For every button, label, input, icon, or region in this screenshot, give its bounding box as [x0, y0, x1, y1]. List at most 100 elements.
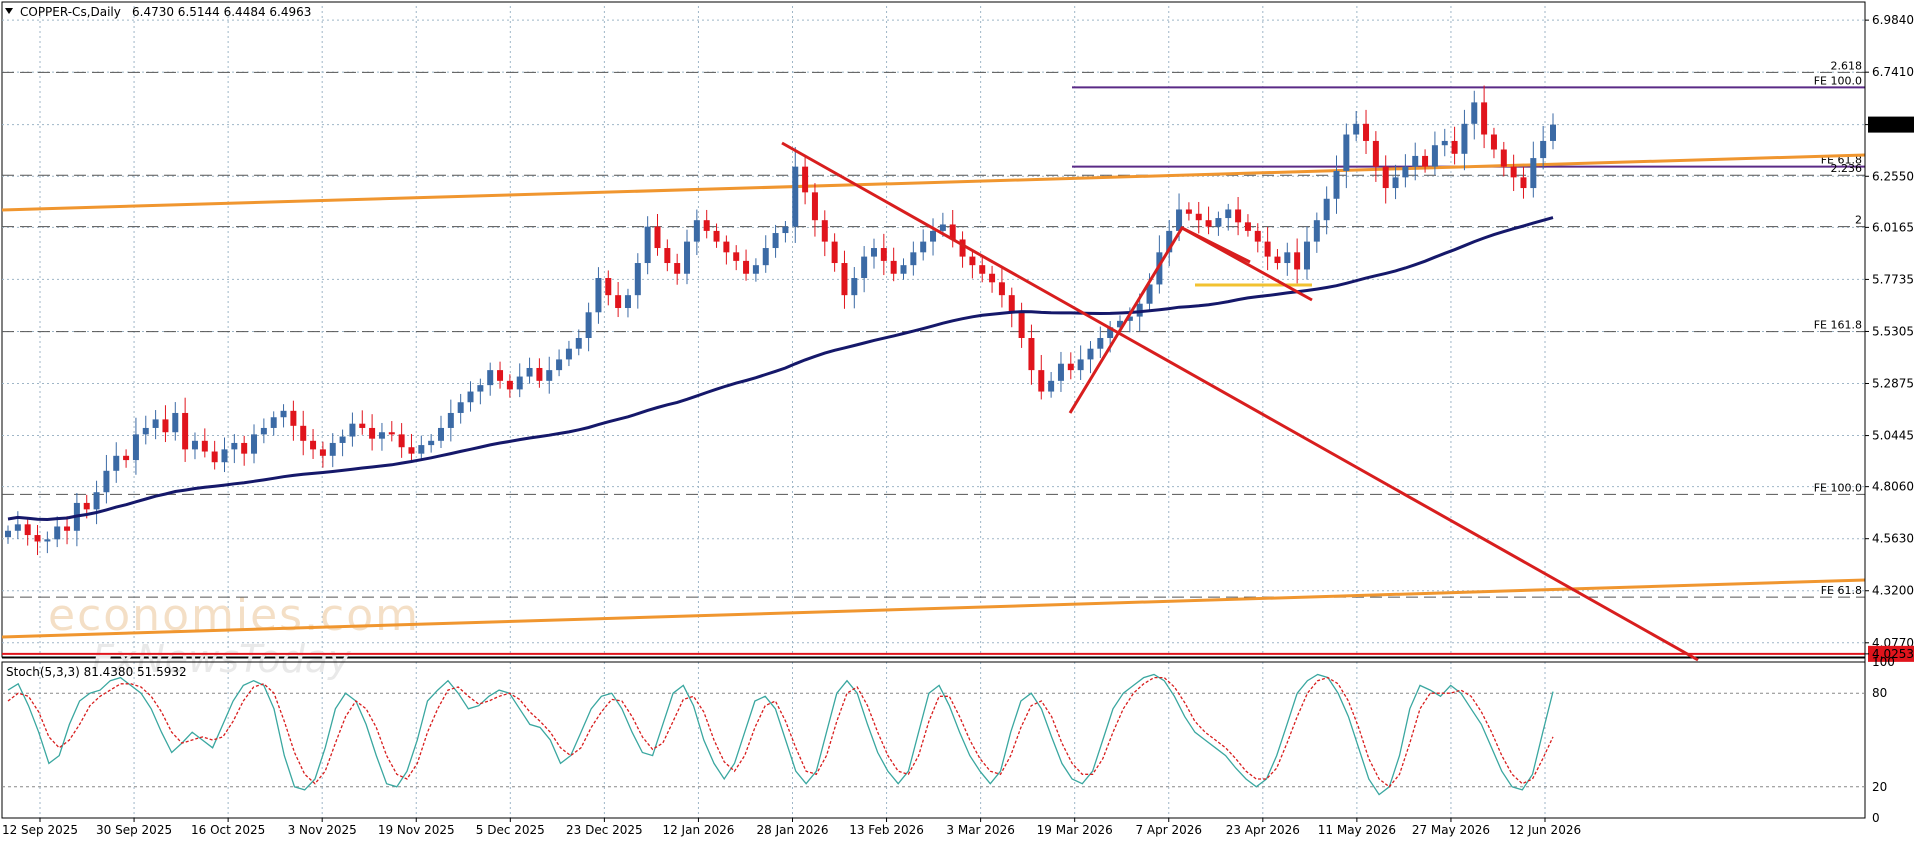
candle-body	[1097, 337, 1104, 349]
candle	[624, 288, 631, 318]
candle	[1412, 142, 1419, 181]
candle-body	[1254, 230, 1261, 242]
candle-body	[93, 492, 100, 510]
candle	[910, 241, 917, 276]
candle-body	[1028, 337, 1035, 371]
support-price-marker	[1868, 645, 1914, 662]
candle-body	[1018, 312, 1025, 338]
price-tick-label: 4.0253	[1872, 647, 1914, 661]
candle-body	[54, 526, 61, 540]
candle-body	[1284, 252, 1291, 264]
candle	[251, 424, 258, 464]
price-tick-label: 4.8060	[1872, 480, 1914, 494]
candle-body	[1225, 209, 1232, 219]
candle	[1048, 371, 1055, 398]
candle	[1264, 227, 1271, 271]
candle	[408, 433, 415, 461]
price-tick-label: 6.2550	[1872, 169, 1914, 183]
candle	[388, 421, 395, 442]
candle	[270, 411, 277, 436]
price-tick-label: 5.7735	[1872, 272, 1914, 286]
candle-body	[1382, 166, 1389, 189]
time-tick-label: 19 Mar 2026	[1037, 823, 1113, 837]
price-tick-label: 5.5305	[1872, 324, 1914, 338]
candle	[1550, 113, 1556, 150]
fib-level-label: FE 61.8	[1821, 584, 1862, 597]
candle-body	[1205, 220, 1212, 227]
candle	[487, 362, 494, 396]
candle	[280, 404, 287, 428]
candle	[733, 245, 740, 271]
candle-body	[989, 273, 996, 283]
candle	[969, 250, 976, 279]
candle	[959, 231, 966, 268]
candle	[310, 429, 317, 459]
candle	[201, 428, 208, 458]
candle-body	[378, 432, 385, 439]
fib-level-label: 2.618	[1831, 59, 1863, 72]
candle-body	[506, 380, 513, 390]
candle	[644, 216, 651, 275]
candle	[132, 417, 139, 475]
time-tick-label: 12 Jan 2026	[662, 823, 734, 837]
candle-body	[1166, 230, 1173, 253]
candle	[585, 302, 592, 352]
candle-body	[1146, 284, 1153, 304]
candle-body	[1550, 124, 1556, 141]
candle	[142, 415, 149, 445]
price-tick-label: 6.4963	[1872, 118, 1914, 132]
candle-body	[1490, 134, 1497, 150]
candle-body	[821, 220, 828, 242]
ohlc-values: 6.4730 6.5144 6.4484 6.4963	[132, 5, 311, 19]
candle	[447, 399, 454, 442]
candle-body	[1274, 256, 1281, 264]
candle	[684, 229, 691, 285]
candle	[851, 267, 858, 309]
candle-body	[1343, 134, 1350, 171]
candle-body	[1244, 222, 1251, 231]
candle-body	[369, 427, 376, 439]
candle-body	[841, 263, 848, 296]
candle	[693, 209, 700, 256]
candle	[782, 220, 789, 243]
candle-body	[280, 410, 287, 418]
dropdown-triangle-icon[interactable]	[5, 8, 13, 14]
candle-body	[1471, 102, 1478, 124]
candle-body	[113, 455, 120, 471]
candle	[221, 437, 228, 473]
candle-body	[1067, 363, 1074, 371]
candle	[1166, 219, 1173, 267]
candle	[1274, 249, 1281, 270]
candle-body	[634, 263, 641, 296]
candle	[1008, 287, 1015, 328]
candle	[1500, 141, 1507, 177]
candle	[93, 480, 100, 525]
candle	[802, 154, 809, 205]
candle-body	[34, 535, 41, 542]
candle-body	[270, 417, 277, 428]
overlays	[1, 153, 1866, 639]
candle-body	[811, 192, 818, 221]
candle	[349, 412, 356, 447]
candle-body	[398, 434, 405, 448]
candle	[605, 270, 612, 306]
candle	[457, 393, 464, 424]
candle-body	[14, 524, 21, 531]
candle-body	[339, 436, 346, 443]
candle-body	[1333, 170, 1340, 199]
fib-level-label: FE 161.8	[1814, 319, 1862, 332]
candle-body	[851, 278, 858, 296]
candle-body	[457, 402, 464, 413]
fib-level-label: 2.236	[1831, 162, 1863, 175]
candle-body	[319, 449, 326, 456]
candle	[565, 340, 572, 367]
candle	[1097, 326, 1104, 359]
candle-body	[861, 256, 868, 279]
candle	[880, 233, 887, 276]
candle	[1067, 352, 1074, 380]
candle-body	[910, 252, 917, 266]
candle-body	[930, 230, 937, 242]
candle	[5, 525, 11, 544]
candle-body	[654, 226, 661, 249]
